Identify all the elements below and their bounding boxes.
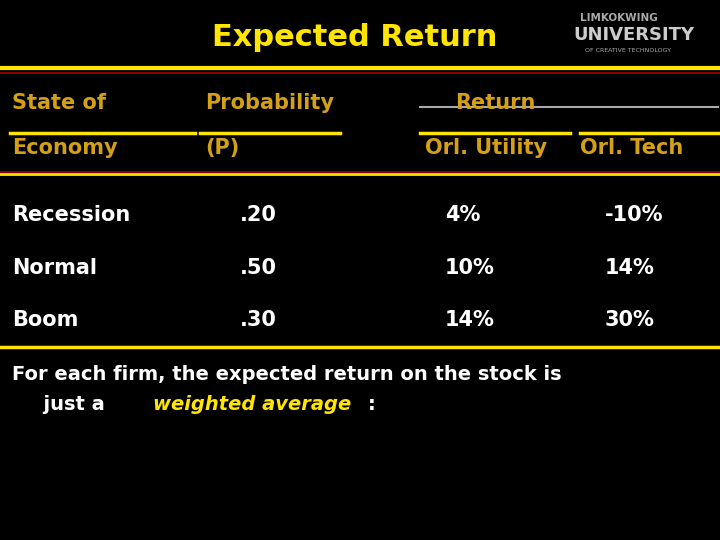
Text: .50: .50 (240, 258, 277, 278)
Text: just a: just a (30, 395, 118, 415)
Text: Boom: Boom (12, 310, 78, 330)
Text: .30: .30 (240, 310, 277, 330)
Text: Orl. Utility: Orl. Utility (425, 138, 547, 158)
Text: OF CREATIVE TECHNOLOGY: OF CREATIVE TECHNOLOGY (585, 48, 671, 52)
Text: Recession: Recession (12, 205, 130, 225)
Text: 14%: 14% (605, 258, 655, 278)
Text: UNIVERSITY: UNIVERSITY (573, 26, 694, 44)
Text: weighted average: weighted average (153, 395, 351, 415)
Text: 30%: 30% (605, 310, 655, 330)
Text: Expected Return: Expected Return (212, 24, 498, 52)
Text: State of: State of (12, 93, 106, 113)
Text: :: : (368, 395, 376, 415)
Text: -10%: -10% (605, 205, 664, 225)
Text: 14%: 14% (445, 310, 495, 330)
Text: (P): (P) (205, 138, 239, 158)
Text: Orl. Tech: Orl. Tech (580, 138, 683, 158)
Text: Probability: Probability (205, 93, 334, 113)
Text: For each firm, the expected return on the stock is: For each firm, the expected return on th… (12, 366, 562, 384)
Text: Economy: Economy (12, 138, 117, 158)
Text: 4%: 4% (445, 205, 480, 225)
Text: Return: Return (455, 93, 535, 113)
Text: .20: .20 (240, 205, 277, 225)
Text: Normal: Normal (12, 258, 97, 278)
Text: 10%: 10% (445, 258, 495, 278)
Text: LIMKOKWING: LIMKOKWING (580, 13, 658, 23)
